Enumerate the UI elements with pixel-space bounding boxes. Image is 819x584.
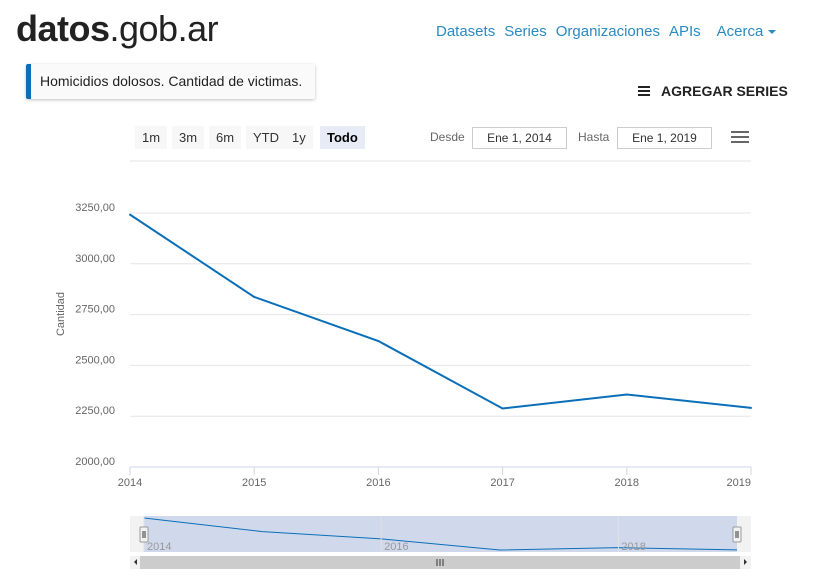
data-point <box>750 406 752 409</box>
add-series-label: AGREGAR SERIES <box>661 83 788 99</box>
main-nav: Datasets Series Organizaciones APIs Acer… <box>436 23 785 40</box>
x-tick-label: 2014 <box>118 477 142 489</box>
y-tick-label: 3250,00 <box>75 202 115 214</box>
scroll-left-arrow-icon <box>134 559 137 565</box>
range-1m-button[interactable]: 1m <box>135 126 168 149</box>
range-6m-button[interactable]: 6m <box>209 126 242 149</box>
data-point <box>625 393 628 396</box>
navigator-label: 2016 <box>384 541 408 553</box>
nav-acerca-label: Acerca <box>716 23 764 40</box>
y-tick-label: 2500,00 <box>75 354 115 366</box>
nav-acerca[interactable]: Acerca <box>717 23 777 40</box>
scroll-right-arrow-icon <box>744 559 747 565</box>
data-point <box>501 407 504 410</box>
add-series-button[interactable]: AGREGAR SERIES <box>638 83 788 99</box>
y-tick-label: 2000,00 <box>75 456 115 468</box>
nav-series[interactable]: Series <box>504 23 547 40</box>
navigator-left-handle <box>139 526 149 543</box>
data-point <box>253 295 256 298</box>
range-1y-button[interactable]: 1y <box>285 126 313 149</box>
chart-menu-icon[interactable] <box>731 131 749 146</box>
from-label: Desde <box>430 130 465 144</box>
x-tick-label: 2016 <box>366 477 390 489</box>
nav-datasets[interactable]: Datasets <box>436 23 496 40</box>
navigator-label: 2018 <box>621 541 645 553</box>
data-point <box>377 340 380 343</box>
series-line <box>129 213 752 410</box>
caret-down-icon <box>768 30 777 35</box>
y-tick-label: 2250,00 <box>75 405 115 417</box>
y-tick-label: 2750,00 <box>75 304 115 316</box>
range-ytd-button[interactable]: YTD <box>246 126 286 149</box>
to-label: Hasta <box>578 130 610 144</box>
y-axis-title: Cantidad <box>55 292 67 336</box>
nav-organizaciones[interactable]: Organizaciones <box>555 23 660 40</box>
logo-bold: datos <box>16 8 110 49</box>
range-all-button[interactable]: Todo <box>320 126 365 149</box>
y-tick-label: 3000,00 <box>75 253 115 265</box>
scrollbar-thumb <box>140 556 740 569</box>
navigator-right-handle <box>732 526 742 543</box>
navigator-selection <box>144 516 737 552</box>
to-date-input[interactable]: Ene 1, 2019 <box>617 127 712 149</box>
logo-rest: .gob.ar <box>109 8 219 49</box>
navigator-series-line <box>143 517 738 551</box>
from-date-input[interactable]: Ene 1, 2014 <box>472 127 567 149</box>
series-tag[interactable]: Homicidios dolosos. Cantidad de victimas… <box>26 64 315 99</box>
range-3m-button[interactable]: 3m <box>172 126 205 149</box>
hamburger-icon <box>638 84 650 98</box>
site-logo[interactable]: datos.gob.ar <box>16 8 219 50</box>
data-point <box>129 213 131 216</box>
navigator-background <box>130 516 751 552</box>
series-tag-label: Homicidios dolosos. Cantidad de victimas… <box>40 73 303 89</box>
x-tick-label: 2017 <box>490 477 514 489</box>
scrollbar-track <box>130 556 751 569</box>
x-tick-label: 2019 <box>727 477 751 489</box>
x-tick-label: 2018 <box>615 477 639 489</box>
nav-apis[interactable]: APIs <box>668 23 701 40</box>
x-tick-label: 2015 <box>242 477 266 489</box>
navigator-label: 2014 <box>147 541 171 553</box>
